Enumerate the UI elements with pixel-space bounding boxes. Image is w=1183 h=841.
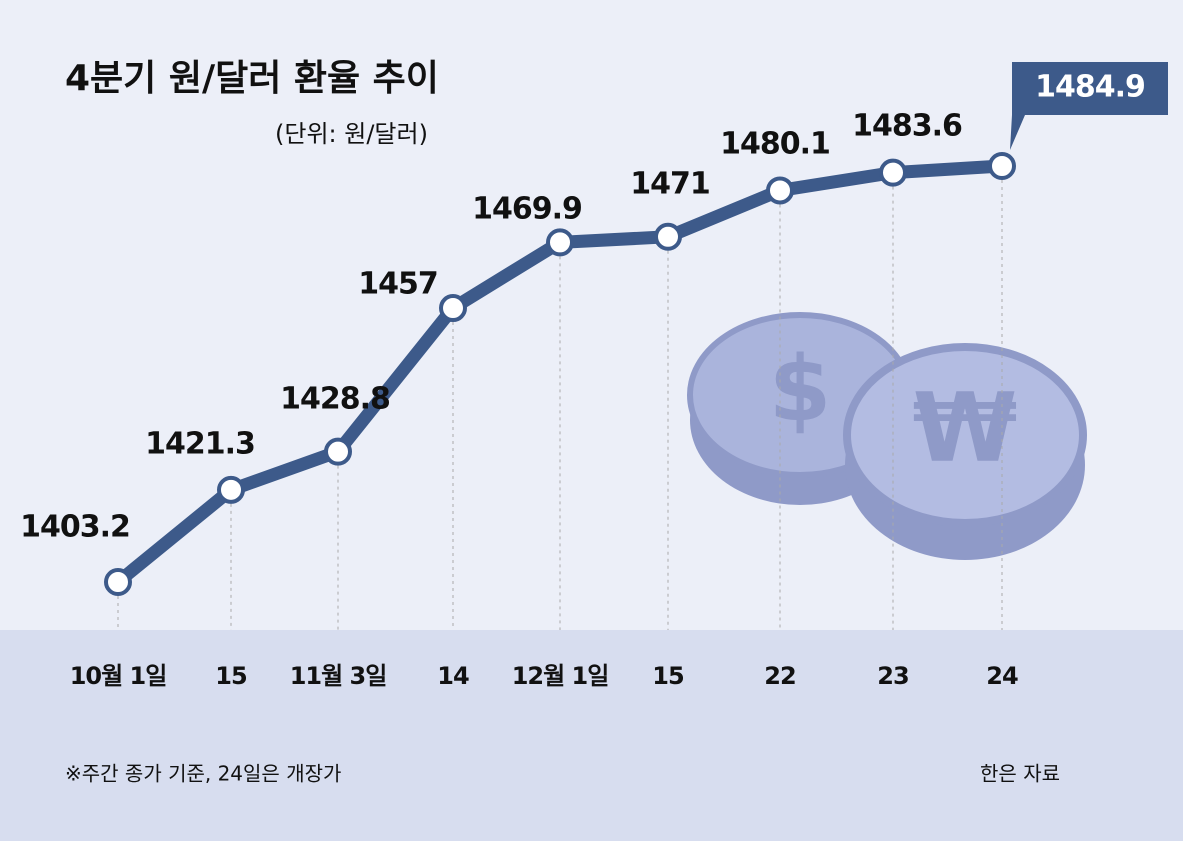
x-tick-label: 11월 3일 bbox=[290, 662, 387, 690]
x-tick-label: 22 bbox=[764, 662, 795, 690]
footnote: ※주간 종가 기준, 24일은 개장가 bbox=[65, 762, 341, 786]
point bbox=[546, 228, 574, 257]
point bbox=[988, 152, 1016, 180]
value-label: 1421.3 bbox=[145, 427, 255, 462]
svg-text:₩: ₩ bbox=[913, 374, 1018, 484]
value-label: 1428.8 bbox=[280, 382, 390, 417]
point bbox=[439, 294, 467, 323]
chart-title: 4분기 원/달러 환율 추이 bbox=[65, 58, 439, 99]
value-label: 1457 bbox=[358, 267, 438, 302]
point bbox=[104, 568, 132, 596]
value-label: 1484.9 bbox=[1035, 70, 1145, 105]
point bbox=[654, 222, 682, 251]
value-label: 1469.9 bbox=[472, 192, 582, 227]
value-label: 1483.6 bbox=[852, 109, 962, 144]
x-tick-label: 24 bbox=[986, 662, 1018, 690]
x-tick-label: 14 bbox=[437, 662, 469, 690]
point bbox=[879, 158, 907, 187]
value-label: 1403.2 bbox=[20, 510, 130, 545]
x-tick-label: 10월 1일 bbox=[70, 662, 167, 690]
callout-box bbox=[1010, 62, 1168, 150]
value-label: 1480.1 bbox=[720, 127, 830, 162]
value-label: 1471 bbox=[630, 167, 710, 202]
coin-illustration: $ ₩ bbox=[687, 312, 1087, 560]
source: 한은 자료 bbox=[980, 762, 1060, 786]
x-tick-label: 23 bbox=[877, 662, 908, 690]
chart-subtitle: (단위: 원/달러) bbox=[275, 120, 428, 148]
point bbox=[324, 437, 352, 466]
footer-background bbox=[0, 630, 1183, 841]
point bbox=[217, 475, 245, 504]
svg-text:$: $ bbox=[769, 337, 832, 442]
x-tick-label: 15 bbox=[215, 662, 247, 690]
x-tick-label: 12월 1일 bbox=[512, 662, 609, 690]
x-tick-label: 15 bbox=[652, 662, 684, 690]
point bbox=[766, 176, 794, 205]
